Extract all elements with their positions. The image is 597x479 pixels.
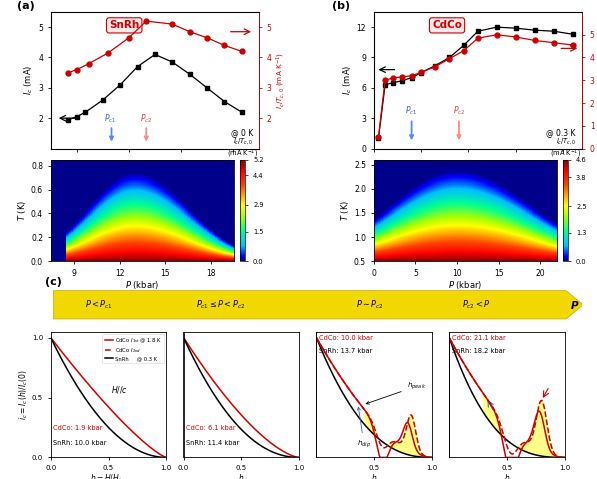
Text: $P_{c1} \leq P < P_{c2}$: $P_{c1} \leq P < P_{c2}$ [196,298,245,311]
X-axis label: $h = H/H_{irr}$: $h = H/H_{irr}$ [90,472,127,479]
Text: CdCo: CdCo [432,21,462,30]
X-axis label: $h$: $h$ [238,472,245,479]
Text: $P_{c1}$: $P_{c1}$ [103,112,116,125]
Y-axis label: $I_c/T_{c,0}$ (mA K$^{-1}$): $I_c/T_{c,0}$ (mA K$^{-1}$) [275,52,287,109]
X-axis label: $P$ (kbar): $P$ (kbar) [125,279,159,291]
Title: $I_c/T_{c,0}$
(mA K$^{-1}$): $I_c/T_{c,0}$ (mA K$^{-1}$) [550,136,581,160]
Text: $\boldsymbol{P}$: $\boldsymbol{P}$ [570,299,579,311]
Text: (a): (a) [17,1,35,11]
FancyArrow shape [53,291,583,319]
Text: CdCo: 10.0 kbar: CdCo: 10.0 kbar [319,335,373,342]
Text: SnRh: 10.0 kbar: SnRh: 10.0 kbar [53,440,106,446]
Text: @ 0 K: @ 0 K [230,129,253,137]
Legend: CdCo $I_{1st}$ @ 1.8 K, CdCo $I_{2nd}$, SnRh     @ 0.3 K: CdCo $I_{1st}$ @ 1.8 K, CdCo $I_{2nd}$, … [103,334,164,363]
Text: CdCo: 21.1 kbar: CdCo: 21.1 kbar [451,335,505,342]
X-axis label: $P$ (kbar): $P$ (kbar) [448,279,482,291]
Text: SnRh: 18.2 kbar: SnRh: 18.2 kbar [451,348,505,354]
Y-axis label: $I_c$ (mA): $I_c$ (mA) [23,65,35,95]
Text: (b): (b) [332,1,350,11]
Text: $P_{c2} < P$: $P_{c2} < P$ [461,298,490,311]
Y-axis label: $T$ (K): $T$ (K) [339,200,351,221]
Text: $H//c$: $H//c$ [111,384,128,395]
Y-axis label: $T$ (K): $T$ (K) [16,200,28,221]
Text: $h_{dip}$: $h_{dip}$ [357,407,371,450]
Text: CdCo: 6.1 kbar: CdCo: 6.1 kbar [186,425,235,431]
Text: SnRh: SnRh [109,21,139,30]
Text: $P \sim P_{c2}$: $P \sim P_{c2}$ [356,298,383,311]
Text: $P_{c2}$: $P_{c2}$ [140,112,152,125]
Title: $I_c/T_{c,0}$
(mA K$^{-1}$): $I_c/T_{c,0}$ (mA K$^{-1}$) [227,136,259,160]
Y-axis label: $i_c = I_c(h)/I_c(0)$: $i_c = I_c(h)/I_c(0)$ [18,369,30,420]
X-axis label: $h$: $h$ [504,472,510,479]
Text: @ 0.3 K: @ 0.3 K [546,129,576,137]
Y-axis label: $I_c$ (mA): $I_c$ (mA) [341,65,354,95]
Text: $P < P_{c1}$: $P < P_{c1}$ [85,298,112,311]
X-axis label: $h$: $h$ [371,472,377,479]
Text: $h_{peak}$: $h_{peak}$ [366,381,426,404]
Text: SnRh: 11.4 kbar: SnRh: 11.4 kbar [186,440,239,446]
Text: $P_{c1}$: $P_{c1}$ [405,104,418,117]
Text: SnRh: 13.7 kbar: SnRh: 13.7 kbar [319,348,372,354]
Text: (c): (c) [45,277,62,287]
Text: CdCo: 1.9 kbar: CdCo: 1.9 kbar [53,425,103,431]
Text: $P_{c2}$: $P_{c2}$ [453,104,465,117]
